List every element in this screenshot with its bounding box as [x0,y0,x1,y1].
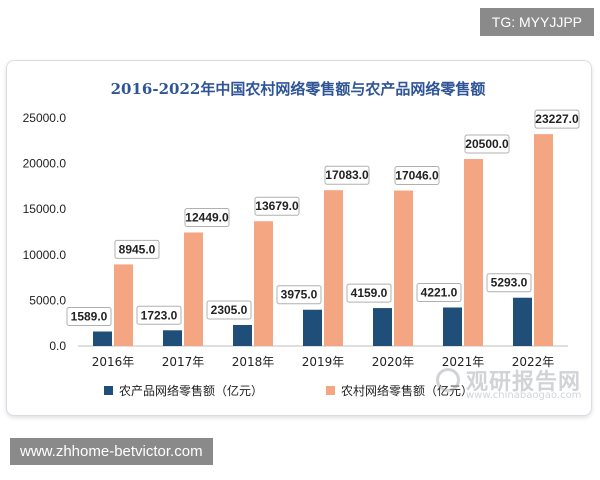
chart-frame [6,60,592,416]
x-tick-label: 2022年 [512,355,555,369]
data-label-box [254,196,300,216]
bar-rural-retail [254,221,273,346]
y-tick-label: 15000.0 [23,202,67,216]
bar-agri-products [163,330,182,346]
bar-rural-retail [464,159,483,346]
data-label: 17083.0 [325,168,369,182]
legend-label: 农产品网络零售额（亿元） [119,383,263,398]
watermark-logo: 观研报告网 www.chinabaogao.com [436,362,586,406]
bar-rural-retail [184,232,203,346]
y-tick-label: 25000.0 [23,111,67,125]
bar-agri-products [513,297,532,346]
tg-badge: TG: MYYJJPP [479,8,594,36]
data-label-box [114,239,160,259]
data-label-box [206,300,252,320]
data-label: 23227.0 [535,112,579,126]
data-label: 8945.0 [119,242,156,256]
y-tick-label: 20000.0 [23,157,67,171]
data-label-box [394,166,440,186]
data-label-box [276,285,322,305]
watermark-name: 观研报告网 [466,370,582,395]
x-tick-label: 2020年 [372,355,415,369]
x-tick-label: 2017年 [162,355,205,369]
bar-agri-products [373,308,392,346]
legend-swatch [326,386,335,395]
data-label: 2305.0 [211,303,248,317]
watermark-icon [436,368,460,392]
bar-agri-products [303,309,322,346]
x-tick-label: 2018年 [232,355,275,369]
data-label-box [464,134,510,154]
data-label: 12449.0 [185,210,229,224]
data-label: 4221.0 [421,286,458,300]
bar-agri-products [233,324,252,346]
watermark-domain: www.chinabaogao.com [466,390,582,401]
url-badge: www.zhhome-betvictor.com [10,438,213,465]
bar-rural-retail [394,190,413,346]
data-label: 4159.0 [351,286,388,300]
data-label: 17046.0 [395,169,439,183]
y-tick-label: 10000.0 [23,248,67,262]
y-tick-label: 0.0 [49,339,66,353]
bar-rural-retail [324,190,343,346]
data-label: 13679.0 [255,199,299,213]
data-label-box [324,165,370,185]
data-label: 5293.0 [491,276,528,290]
data-label: 20500.0 [465,137,509,151]
bar-agri-products [93,331,112,346]
x-tick-label: 2019年 [302,355,345,369]
bar-rural-retail [114,264,133,346]
x-tick-label: 2016年 [92,355,135,369]
data-label: 1723.0 [141,308,178,322]
bar-agri-products [443,307,462,346]
data-label-box [346,283,392,303]
data-label-box [486,273,532,293]
data-label-box [184,207,230,227]
data-label-box [534,109,580,129]
data-label-box [416,283,462,303]
chart-title: 2016-2022年中国农村网络零售额与农产品网络零售额 [111,80,486,98]
legend-swatch [104,386,113,395]
data-label: 1589.0 [71,310,108,324]
data-label-box [66,307,112,327]
x-tick-label: 2021年 [442,355,485,369]
y-tick-label: 5000.0 [29,293,66,307]
data-label: 3975.0 [281,288,318,302]
data-label-box [136,305,182,325]
bar-rural-retail [534,134,553,346]
